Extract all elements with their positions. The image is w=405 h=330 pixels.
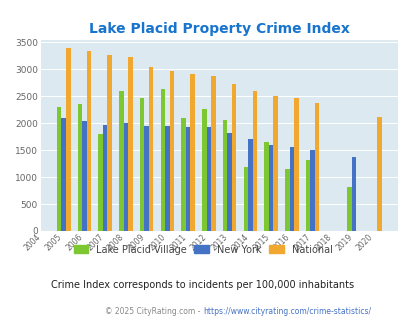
Bar	[87, 51, 91, 231]
Bar	[82, 121, 87, 231]
Bar	[165, 126, 169, 231]
Bar	[346, 187, 351, 231]
Text: https://www.cityrating.com/crime-statistics/: https://www.cityrating.com/crime-statist…	[202, 307, 370, 316]
Bar	[107, 55, 112, 231]
Bar	[268, 145, 273, 231]
Bar	[123, 123, 128, 231]
Bar	[190, 74, 194, 231]
Bar	[206, 127, 211, 231]
Bar	[351, 157, 356, 231]
Bar	[227, 133, 231, 231]
Title: Lake Placid Property Crime Index: Lake Placid Property Crime Index	[89, 22, 349, 36]
Bar	[61, 118, 66, 231]
Bar	[222, 120, 227, 231]
Text: Crime Index corresponds to incidents per 100,000 inhabitants: Crime Index corresponds to incidents per…	[51, 280, 354, 290]
Bar	[252, 91, 256, 231]
Bar	[160, 89, 165, 231]
Bar	[243, 167, 247, 231]
Bar	[247, 139, 252, 231]
Bar	[284, 169, 289, 231]
Bar	[119, 91, 123, 231]
Bar	[293, 98, 298, 231]
Bar	[211, 76, 215, 231]
Bar	[102, 125, 107, 231]
Bar	[376, 117, 381, 231]
Bar	[57, 107, 61, 231]
Bar	[149, 67, 153, 231]
Bar	[66, 48, 70, 231]
Text: © 2025 CityRating.com -: © 2025 CityRating.com -	[105, 307, 202, 316]
Bar	[309, 150, 314, 231]
Bar	[181, 118, 185, 231]
Bar	[77, 104, 82, 231]
Bar	[128, 57, 132, 231]
Bar	[273, 96, 277, 231]
Bar	[264, 142, 268, 231]
Bar	[185, 127, 190, 231]
Bar	[98, 134, 102, 231]
Bar	[305, 160, 309, 231]
Bar	[202, 109, 206, 231]
Bar	[314, 103, 319, 231]
Bar	[139, 98, 144, 231]
Bar	[169, 71, 174, 231]
Legend: Lake Placid Village, New York, National: Lake Placid Village, New York, National	[70, 241, 335, 259]
Bar	[289, 147, 293, 231]
Bar	[144, 126, 149, 231]
Bar	[231, 84, 236, 231]
